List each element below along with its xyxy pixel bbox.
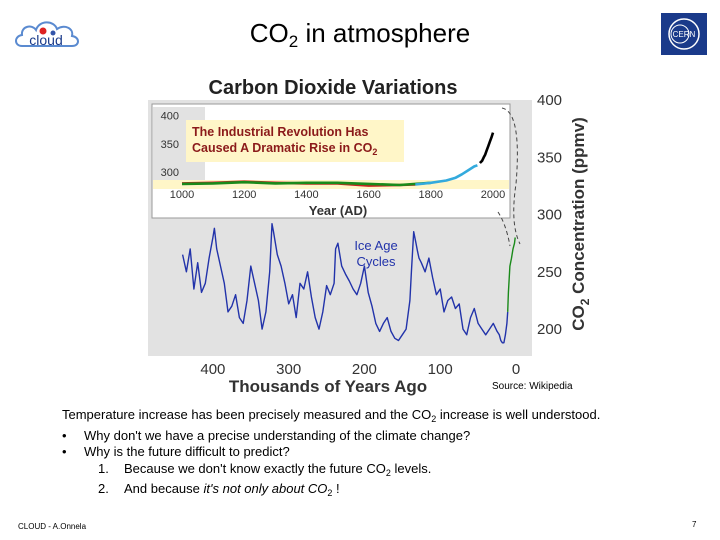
- numbered-item-2: 2. And because it's not only about CO2 !: [62, 481, 600, 502]
- main-xtick-label: 200: [352, 361, 377, 378]
- main-xlabel: Thousands of Years Ago: [229, 377, 427, 396]
- bullet-2: • Why is the future difficult to predict?: [62, 444, 600, 461]
- ice-age-annotation: Ice Age Cycles: [354, 238, 397, 269]
- inset-xtick-label: 1400: [294, 189, 318, 201]
- main-xtick-label: 100: [428, 361, 453, 378]
- annotation-line2: Cycles: [356, 254, 396, 269]
- inset-title-line1: The Industrial Revolution Has: [192, 125, 368, 139]
- bullet-1: • Why don't we have a precise understandi…: [62, 428, 600, 445]
- inset-xlabel: Year (AD): [309, 203, 368, 218]
- inset-xtick-label: 1200: [232, 189, 256, 201]
- main-ytick-label: 400: [537, 92, 562, 109]
- main-ytick-label: 300: [537, 207, 562, 224]
- main-xtick-label: 400: [200, 361, 225, 378]
- main-ytick-label: 250: [537, 264, 562, 281]
- cloud-logo: cloud: [12, 12, 84, 54]
- inset-xtick-label: 1600: [356, 189, 380, 201]
- main-ytick-label: 200: [537, 321, 562, 338]
- chart-title: Carbon Dioxide Variations: [209, 77, 458, 99]
- page-number: 7: [692, 520, 696, 529]
- main-xtick-label: 300: [276, 361, 301, 378]
- main-ytick-label: 350: [537, 149, 562, 166]
- main-xtick-label: 0: [512, 361, 520, 378]
- inset-ytick-labels: 300 350 400: [161, 111, 179, 180]
- inset-ytick-label: 400: [161, 111, 179, 123]
- inset-xtick-label: 1000: [170, 189, 194, 201]
- footer-author: CLOUD - A.Onnela: [18, 522, 86, 531]
- body-text: Temperature increase has been precisely …: [62, 407, 600, 502]
- slide-title: CO2 in atmosphere: [0, 18, 720, 52]
- inset-ytick-label: 350: [161, 139, 179, 151]
- inset-xtick-label: 1800: [419, 189, 443, 201]
- body-line-1: Temperature increase has been precisely …: [62, 407, 600, 428]
- inset-title: The Industrial Revolution Has Caused A Dr…: [192, 125, 377, 157]
- svg-text:cloud: cloud: [29, 32, 62, 48]
- annotation-line1: Ice Age: [354, 238, 397, 253]
- cern-logo: CERN: [660, 12, 708, 56]
- inset-ytick-label: 300: [161, 167, 179, 179]
- numbered-item-1: 1. Because we don't know exactly the futu…: [62, 461, 600, 482]
- inset-xtick-label: 2000: [481, 189, 505, 201]
- inset-title-line2: Caused A Dramatic Rise in CO: [192, 141, 373, 155]
- source-note: Source: Wikipedia: [492, 381, 573, 392]
- svg-text:CERN: CERN: [673, 30, 696, 39]
